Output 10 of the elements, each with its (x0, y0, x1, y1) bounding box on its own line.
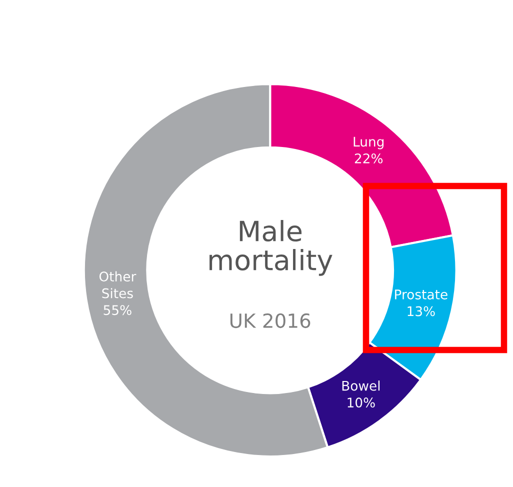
slice-label: Bowel (342, 380, 380, 391)
text: Male mortality (210, 220, 332, 276)
data-label: 22% (354, 153, 383, 164)
slice-label: Prostate (395, 290, 448, 300)
data-label: 55% (104, 305, 132, 316)
text: UK 2016 (230, 313, 310, 328)
data-label: 10% (348, 398, 375, 408)
data-label: 13% (408, 306, 435, 316)
slice-label: Lung (354, 136, 384, 150)
slice-label: Other Sites (99, 271, 136, 298)
